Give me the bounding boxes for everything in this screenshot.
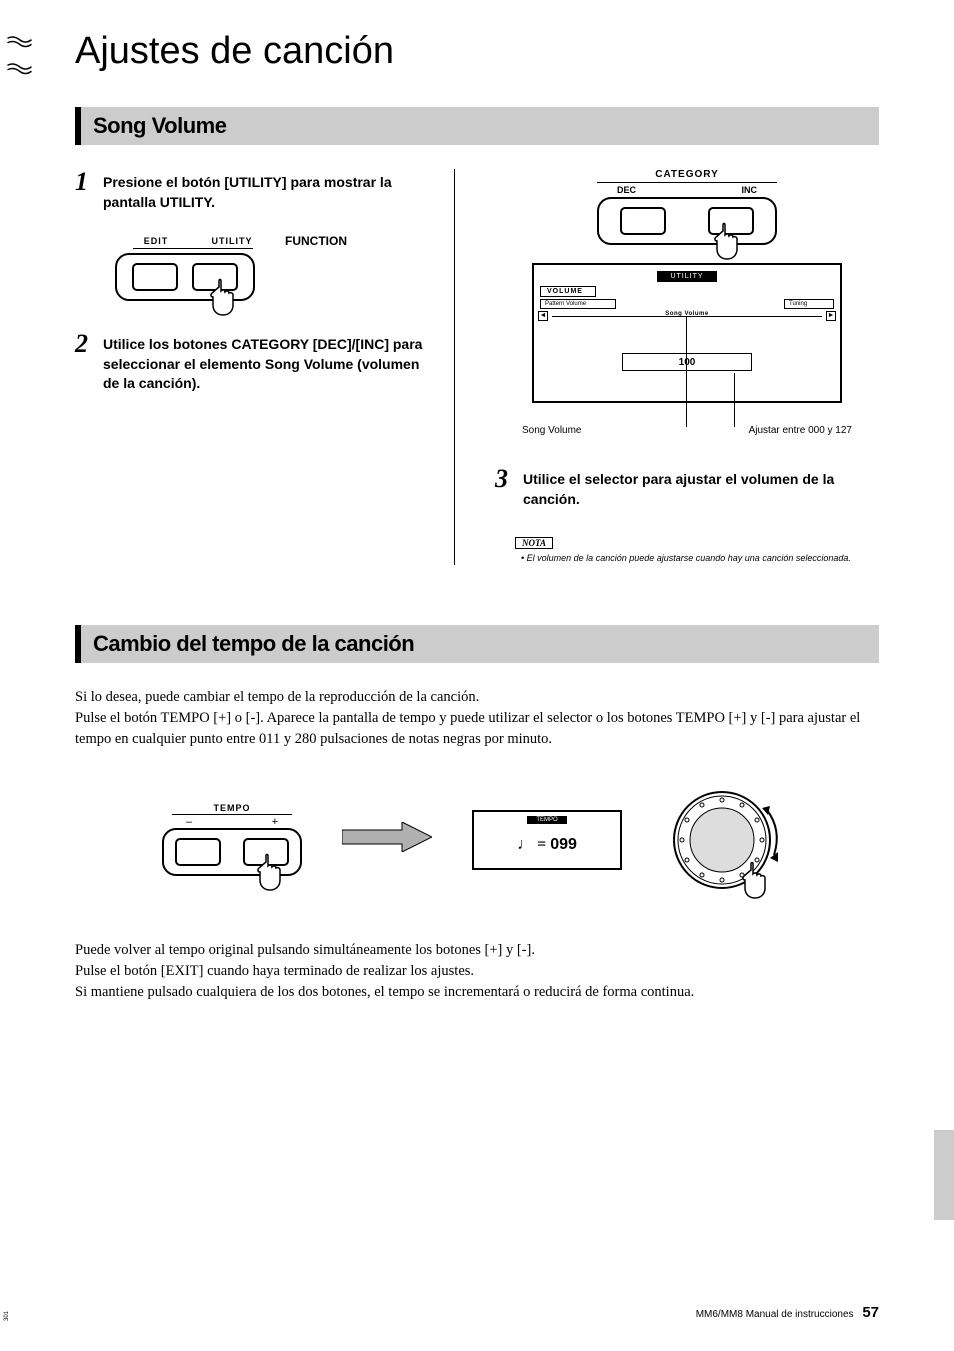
inc-label: INC: [742, 185, 758, 195]
left-column: 1 Presione el botón [UTILITY] para mostr…: [75, 169, 455, 565]
lcd-value: 100: [622, 353, 752, 371]
arrow-right-icon: [342, 822, 432, 857]
utility-label: UTILITY: [209, 236, 255, 246]
callout-song-volume: Song Volume: [522, 425, 582, 436]
step3-text: Utilice el selector para ajustar el volu…: [523, 466, 879, 509]
hand-pointer-icon: [709, 221, 745, 266]
nota-label: NOTA: [515, 537, 553, 549]
step-1: 1 Presione el botón [UTILITY] para mostr…: [75, 169, 434, 212]
step2-number: 2: [75, 331, 95, 394]
lcd-pattern-volume-tab: Pattern Volume: [540, 299, 616, 309]
dial-diagram: [662, 780, 792, 900]
step1-number: 1: [75, 169, 95, 212]
step3-number: 3: [495, 466, 515, 509]
edit-label: EDIT: [133, 236, 179, 246]
section2-para2: Puede volver al tempo original pulsando …: [75, 940, 879, 1003]
step-2: 2 Utilice los botones CATEGORY [DEC]/[IN…: [75, 331, 434, 394]
lcd-song-volume-label: Song Volume: [540, 311, 834, 317]
tempo-lcd-value: ♩ = 099: [478, 836, 616, 854]
footer-manual: MM6/MM8 Manual de instrucciones: [696, 1309, 854, 1320]
lcd-tuning-tab: Tuning: [784, 299, 834, 309]
callout-line-left: [686, 317, 687, 427]
function-label: FUNCTION: [285, 234, 347, 248]
right-arrow-icon: ►: [826, 311, 836, 321]
nota-text: • El volumen de la canción puede ajustar…: [515, 553, 879, 565]
tempo-minus-label: –: [186, 816, 192, 828]
section-heading-song-volume: Song Volume: [75, 107, 879, 145]
section2-para1: Si lo desea, puede cambiar el tempo de l…: [75, 687, 879, 750]
tempo-value-number: 099: [550, 836, 577, 853]
tempo-diagram-row: TEMPO – + TEMPO ♩ = 099: [75, 780, 879, 900]
tempo-plus-label: +: [272, 816, 278, 828]
tempo-lcd-diagram: TEMPO ♩ = 099: [472, 810, 622, 870]
tempo-lcd-header: TEMPO: [527, 816, 567, 824]
category-panel-diagram: CATEGORY DEC INC: [597, 169, 777, 245]
dec-label: DEC: [617, 185, 636, 195]
section2-heading: Cambio del tempo de la canción: [93, 631, 867, 657]
category-title: CATEGORY: [597, 169, 777, 180]
edit-button-icon: [132, 263, 178, 291]
right-edge-tab: [934, 1130, 954, 1220]
lcd-screen-diagram: UTILITY VOLUME Pattern Volume Tuning ◄ S…: [532, 263, 842, 403]
tempo-minus-button-icon: [175, 838, 221, 866]
callout-range: Ajustar entre 000 y 127: [749, 425, 852, 436]
tempo-title: TEMPO: [162, 803, 302, 813]
section1-heading: Song Volume: [93, 113, 867, 139]
footer-code: 301: [4, 1311, 10, 1321]
right-column: CATEGORY DEC INC UTILITY VO: [485, 169, 879, 565]
tempo-buttons-diagram: TEMPO – +: [162, 803, 302, 876]
hand-pointer-icon: [252, 852, 288, 897]
dec-button-icon: [620, 207, 666, 235]
function-panel-diagram: EDIT UTILITY FUNCTION: [115, 236, 375, 301]
lcd-volume-tab: VOLUME: [540, 286, 596, 297]
step2-text: Utilice los botones CATEGORY [DEC]/[INC]…: [103, 331, 434, 394]
step1-text: Presione el botón [UTILITY] para mostrar…: [103, 169, 434, 212]
footer-page-number: 57: [862, 1304, 879, 1321]
section-heading-tempo: Cambio del tempo de la canción: [75, 625, 879, 663]
hand-pointer-icon: [205, 277, 241, 322]
footer: MM6/MM8 Manual de instrucciones 57: [696, 1304, 879, 1321]
lcd-header: UTILITY: [657, 271, 717, 282]
step-3: 3 Utilice el selector para ajustar el vo…: [495, 466, 879, 509]
page-title: Ajustes de canción: [75, 30, 879, 73]
nota-box: NOTA • El volumen de la canción puede aj…: [515, 533, 879, 565]
callout-line-right: [734, 373, 735, 427]
